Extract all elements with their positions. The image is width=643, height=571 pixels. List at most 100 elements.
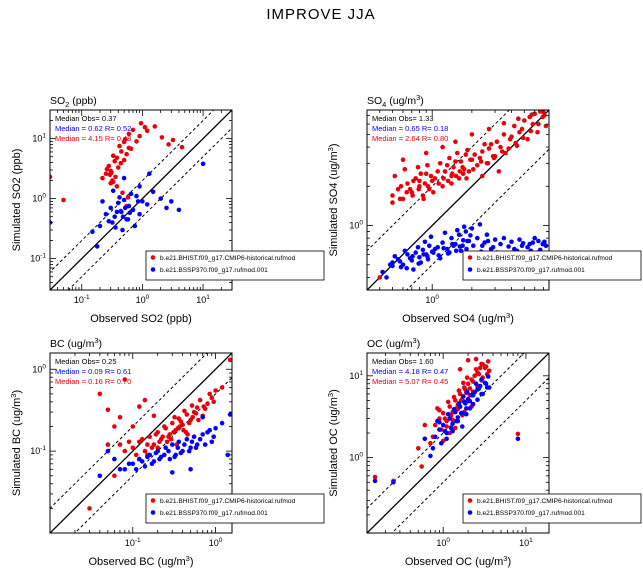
y-axis-label: Simulated SO2 (ppb) (11, 149, 23, 252)
point-hist (61, 197, 66, 203)
point-hist (145, 442, 150, 447)
point-ssp370 (463, 401, 468, 406)
point-hist (425, 163, 430, 168)
point-ssp370 (118, 208, 124, 214)
point-ssp370 (144, 202, 150, 207)
point-hist (189, 403, 195, 408)
point-ssp370 (428, 453, 433, 459)
point-hist (423, 150, 429, 156)
tick-base: 10 (136, 295, 146, 305)
point-ssp370 (458, 248, 464, 254)
point-hist (515, 431, 521, 437)
point-hist (153, 432, 159, 437)
point-ssp370 (465, 238, 470, 244)
point-ssp370 (128, 191, 134, 197)
point-ssp370 (110, 220, 115, 225)
point-hist (142, 124, 148, 130)
point-hist (139, 436, 145, 442)
point-hist (543, 123, 549, 129)
point-ssp370 (473, 381, 479, 387)
legend: b.e21.BHIST.f09_g17.CMIP6-historical.ruf… (145, 250, 325, 281)
panel-title-main: SO (50, 95, 65, 107)
point-hist (134, 139, 139, 144)
point-hist (460, 171, 466, 176)
stats-line: Median Obs= 1.60 (372, 357, 434, 366)
point-ssp370 (139, 459, 145, 464)
point-hist (422, 181, 428, 186)
point-hist (436, 181, 442, 186)
panel-title-sup: 3 (413, 336, 417, 345)
point-ssp370 (437, 427, 442, 432)
x-tick-label: 101 (196, 294, 210, 305)
point-hist (142, 397, 148, 403)
point-hist (453, 139, 458, 144)
point-ssp370 (484, 385, 490, 390)
point-ssp370 (476, 386, 482, 391)
point-hist (113, 174, 118, 180)
point-hist (496, 169, 502, 174)
point-hist (166, 142, 171, 147)
point-hist (205, 401, 210, 407)
tick-exponent: -1 (135, 537, 141, 544)
y-axis-label: Simulated BC (ug/m3) (9, 390, 23, 496)
y-axis-label-end: ) (328, 389, 340, 393)
panel-title-units: (ug/m (386, 95, 416, 107)
point-ssp370 (145, 454, 150, 460)
point-ssp370 (442, 429, 448, 434)
point-ssp370 (479, 377, 484, 382)
point-ssp370 (200, 432, 205, 437)
point-hist (432, 422, 438, 428)
point-ssp370 (477, 222, 483, 227)
point-hist (418, 171, 424, 176)
point-hist (425, 184, 431, 189)
panel-title: SO4 (ug/m3) (367, 93, 424, 109)
point-hist (442, 169, 448, 174)
point-ssp370 (391, 480, 396, 485)
point-hist (118, 160, 124, 166)
point-hist (437, 407, 442, 413)
point-hist (105, 407, 111, 413)
point-ssp370 (133, 467, 139, 472)
point-ssp370 (437, 420, 442, 425)
point-hist (181, 427, 186, 433)
tick-base: 10 (349, 453, 359, 463)
point-ssp370 (140, 199, 145, 204)
y-tick-label: 100 (32, 363, 46, 374)
point-hist (152, 124, 158, 129)
stats-line: Median = 5.07 R= 0.45 (372, 377, 448, 386)
point-hist (126, 439, 132, 445)
point-hist (138, 121, 144, 126)
panel-title: SO2 (ppb) (50, 95, 97, 109)
point-ssp370 (432, 434, 438, 440)
x-tick-label: 101 (519, 537, 533, 548)
point-ssp370 (512, 246, 517, 252)
point-hist (179, 144, 185, 150)
point-hist (447, 404, 453, 409)
point-hist (453, 173, 459, 179)
point-hist (194, 405, 200, 410)
point-ssp370 (132, 223, 138, 229)
point-ssp370 (130, 461, 136, 467)
point-hist (170, 420, 175, 426)
point-hist (172, 414, 177, 420)
panel-title-units: (ppb) (69, 95, 96, 107)
point-hist (428, 173, 434, 179)
one-to-two-line (405, 148, 549, 290)
point-hist (184, 412, 190, 417)
point-ssp370 (447, 416, 453, 421)
point-hist (432, 176, 438, 181)
point-hist (87, 506, 92, 511)
legend-marker-red (467, 498, 473, 503)
point-hist (453, 425, 458, 431)
point-hist (162, 424, 167, 429)
scatter-points (50, 121, 206, 249)
two-to-one-line (50, 110, 215, 273)
point-ssp370 (97, 473, 103, 479)
tick-exponent: 1 (359, 370, 363, 377)
point-ssp370 (458, 410, 464, 416)
x-axis-label-sup: 3 (186, 554, 190, 563)
point-ssp370 (209, 439, 215, 445)
y-axis-label-sup: 3 (9, 394, 18, 398)
legend-marker-red (150, 498, 156, 503)
point-ssp370 (431, 250, 436, 255)
